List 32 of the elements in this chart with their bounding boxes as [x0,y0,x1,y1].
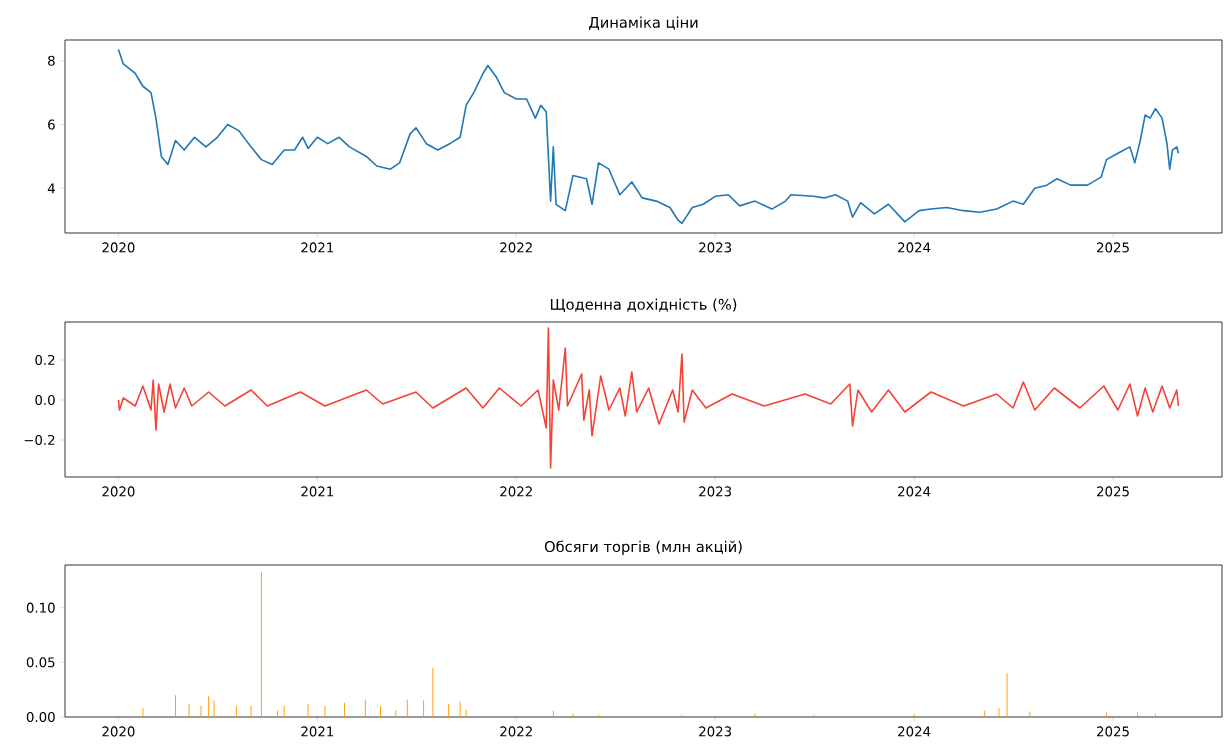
chart-title: Обсяги торгів (млн акцій) [544,540,742,555]
x-tick-label: 2024 [898,242,931,253]
x-tick-label: 2020 [102,726,135,737]
x-tick-label: 2023 [699,486,732,497]
x-tick-label: 2022 [500,242,532,253]
x-tick-label: 2021 [301,486,334,497]
y-tick-label: 0.00 [26,711,55,723]
x-tick-label: 2025 [1097,242,1129,253]
x-tick-label: 2021 [301,242,334,253]
x-tick-label: 2021 [301,726,334,737]
x-tick-label: 2025 [1097,726,1129,737]
x-tick-label: 2022 [500,726,532,737]
x-tick-label: 2024 [898,726,931,737]
x-tick-label: 2020 [102,486,135,497]
x-tick-label: 2023 [699,242,732,253]
y-tick-label: 0.2 [35,354,55,366]
y-tick-label: 0.10 [26,602,55,613]
x-tick-label: 2023 [699,726,732,737]
y-tick-label: 8 [48,55,55,66]
y-tick-label: 0.05 [26,657,55,668]
y-tick-label: 0.0 [35,394,55,406]
line-series [117,48,1180,225]
x-tick-label: 2025 [1097,486,1129,497]
x-tick-label: 2022 [500,486,532,497]
y-tick-label: 6 [48,119,55,130]
chart-title: Щоденна дохідність (%) [550,298,737,312]
x-tick-label: 2024 [898,486,931,497]
y-tick-label: −0.2 [24,434,55,446]
y-tick-label: 4 [47,183,55,194]
x-tick-label: 2020 [102,242,135,253]
line-series [117,327,1180,469]
chart-title: Динаміка ціни [589,16,698,30]
